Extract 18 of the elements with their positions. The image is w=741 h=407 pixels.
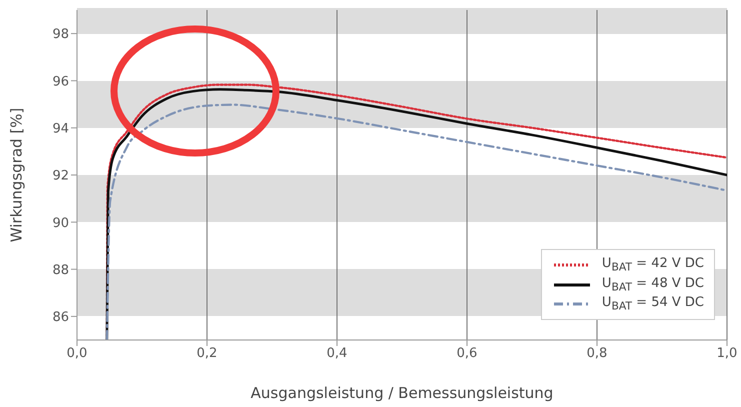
x-axis-title: Ausgangsleistung / Bemessungsleistung (250, 384, 554, 402)
y-tick-label: 86 (52, 310, 69, 326)
y-tick-label: 90 (52, 216, 69, 231)
legend-label: U$_{BAT}$ = 54 V DC (602, 295, 704, 313)
y-tick-label: 88 (52, 262, 69, 278)
x-tick-label: 0,0 (66, 346, 88, 362)
y-tick-label: 92 (52, 168, 69, 184)
y-axis-title: Wirkungsgrad [%] (7, 108, 26, 242)
y-tick-label: 98 (52, 27, 69, 42)
x-tick-label: 0,2 (196, 346, 218, 362)
x-tick-label: 0,6 (456, 346, 478, 362)
legend-label: U$_{BAT}$ = 48 V DC (602, 276, 704, 294)
x-tick-label: 0,4 (326, 346, 348, 362)
legend-label: U$_{BAT}$ = 42 V DC (602, 256, 704, 274)
y-tick-label: 96 (52, 74, 69, 90)
x-tick-label: 0,8 (586, 346, 608, 362)
y-tick-label: 94 (52, 121, 69, 136)
x-tick-label: 1,0 (716, 346, 738, 362)
